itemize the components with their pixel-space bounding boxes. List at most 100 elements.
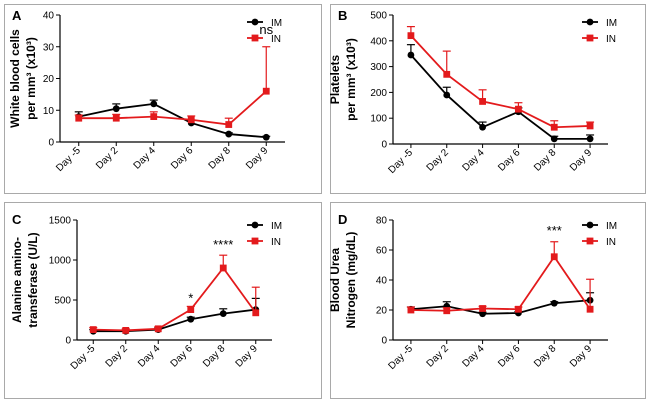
panel-d-ytick-label: 80 [376, 216, 388, 227]
panel-c-ytick-label: 0 [65, 336, 71, 347]
panel-a-label: A [12, 8, 22, 23]
panel-b-ytick-label: 100 [370, 114, 387, 125]
panel-c-in-line [93, 266, 257, 332]
panel-c-xtick-label: Day 2 [104, 343, 131, 370]
panel-b-xtick-label: Day 9 [568, 147, 595, 174]
panel-a-xtick-label: Day 4 [132, 145, 159, 172]
panel-c-xtick-label: Day -5 [69, 343, 98, 372]
panel-d-label: D [338, 212, 347, 227]
panel-c-xtick-label: Day 4 [136, 343, 163, 370]
panel-b-label: B [338, 8, 347, 23]
panel-c-annotation: **** [213, 237, 233, 252]
panel-d-ylabel-line: Nitrogen (mg/dL) [344, 232, 358, 329]
panel-d-ylabel-line: Blood Urea [328, 248, 342, 312]
panel-d-in-point [407, 306, 415, 314]
panel-d-xtick-label: Day 2 [425, 343, 452, 370]
panel-b-legend-im-label: IM [606, 18, 617, 29]
panel-d-xtick-label: Day 9 [568, 343, 595, 370]
panel-b-legend-im-swatch-marker [586, 18, 594, 26]
panel-c-in-point [219, 264, 227, 272]
panel-d-ytick-label: 60 [376, 246, 388, 257]
panel-a-xtick-label: Day -5 [54, 145, 83, 174]
panel-b-in-line [410, 35, 591, 129]
panel-b-in-point [479, 98, 486, 105]
panel-b-ylabel-line: Platelets [328, 54, 342, 104]
panel-c-in-point [122, 327, 130, 334]
panel-c-legend-in-label: IN [271, 237, 281, 248]
panel-b-in-point [550, 123, 558, 131]
panel-b-legend-in-label: IN [606, 34, 616, 45]
panel-b-im-point [443, 91, 451, 99]
panel-b-im-point [550, 135, 558, 143]
panel-a-legend-im-label: IM [271, 18, 282, 29]
panel-a-in-point [225, 121, 233, 128]
panel-b-in-point [586, 122, 594, 130]
panel-d-im-line [410, 299, 591, 315]
panel-c-ylabel-line: Alanine amino- [10, 237, 24, 323]
panel-c-legend-im-label: IM [271, 221, 282, 232]
panel-d-in-point [479, 305, 486, 312]
panel-d-ytick-label: 20 [376, 306, 388, 317]
panel-d-legend-im-swatch-marker [586, 221, 594, 229]
panel-a-im-point [112, 105, 120, 113]
panel-a-frame [4, 4, 322, 194]
panel-a-in-point [112, 114, 120, 122]
panel-b-in-point [443, 70, 451, 78]
panel-b-in-point [407, 32, 415, 40]
panel-d-xtick-label: Day 8 [532, 343, 559, 370]
panel-c-frame [4, 202, 322, 399]
panel-a-legend-in-swatch-marker [251, 34, 259, 42]
panel-a-im-line [78, 102, 267, 139]
panel-c-legend-im-swatch-marker [251, 221, 259, 229]
panel-b-xtick-label: Day 6 [496, 147, 523, 174]
panel-a-xtick-label: Day 9 [244, 145, 271, 172]
panel-a-in-point [187, 116, 195, 124]
panel-c-in-point [89, 326, 97, 333]
panel-a-im-point [225, 130, 233, 138]
panel-b-ytick-label: 500 [370, 11, 387, 22]
panel-b-ytick-label: 0 [381, 140, 387, 151]
panel-c-in-point [154, 325, 162, 333]
panel-d-legend-in-swatch-marker [586, 237, 594, 245]
panel-d-annotation: *** [547, 223, 562, 238]
panel-c-ytick-label: 1500 [49, 216, 72, 227]
panel-a-annotation: ns [259, 22, 273, 37]
panel-c-im-point [219, 310, 227, 317]
panel-d-xtick-label: Day 6 [496, 343, 523, 370]
panel-c-xtick-label: Day 6 [169, 343, 196, 370]
panel-c-legend-in-swatch-marker [251, 237, 259, 245]
panel-c-im-line [93, 308, 256, 333]
panel-b-im-point [407, 51, 415, 59]
panel-c-ytick-label: 1000 [49, 256, 72, 267]
panel-a-ytick-label: 20 [43, 74, 55, 85]
panel-c-ylabel-line: transferase (U/L) [26, 232, 40, 327]
panel-d-legend-im-label: IM [606, 221, 617, 232]
panel-d-in-point [515, 305, 522, 313]
panel-a-xtick-label: Day 8 [207, 145, 234, 172]
panel-b-ytick-label: 300 [370, 62, 387, 73]
panel-a-xtick-label: Day 6 [169, 145, 196, 172]
panel-d-legend-in-label: IN [606, 237, 616, 248]
panel-b-im-point [586, 135, 594, 143]
panel-a-ytick-label: 30 [43, 42, 55, 53]
panel-c-annotation: * [188, 290, 193, 305]
panel-d-in-line [410, 255, 591, 312]
panel-b-im-point [479, 123, 486, 131]
panel-a-in-point [75, 114, 83, 122]
panel-d-im-point [550, 299, 558, 307]
panel-a-xtick-label: Day 2 [94, 145, 121, 172]
panel-a-legend-in-label: IN [271, 34, 281, 45]
panel-c-in-point [187, 306, 195, 313]
panel-b-in-point [515, 105, 522, 113]
panel-d-xtick-label: Day -5 [386, 343, 415, 372]
panel-a-legend-im-swatch-marker [251, 18, 259, 26]
panel-d-in-point [550, 253, 558, 261]
panel-d-xtick-label: Day 4 [460, 343, 487, 370]
panel-b-xtick-label: Day 4 [460, 147, 487, 174]
panel-b-legend-in-swatch-marker [586, 34, 594, 42]
panel-b-chart: B 0 100 200 300 400 500 Day -5 Day 2 Day 4 Day 6 Da… [328, 8, 617, 176]
panel-d-ytick-label: 0 [381, 336, 387, 347]
